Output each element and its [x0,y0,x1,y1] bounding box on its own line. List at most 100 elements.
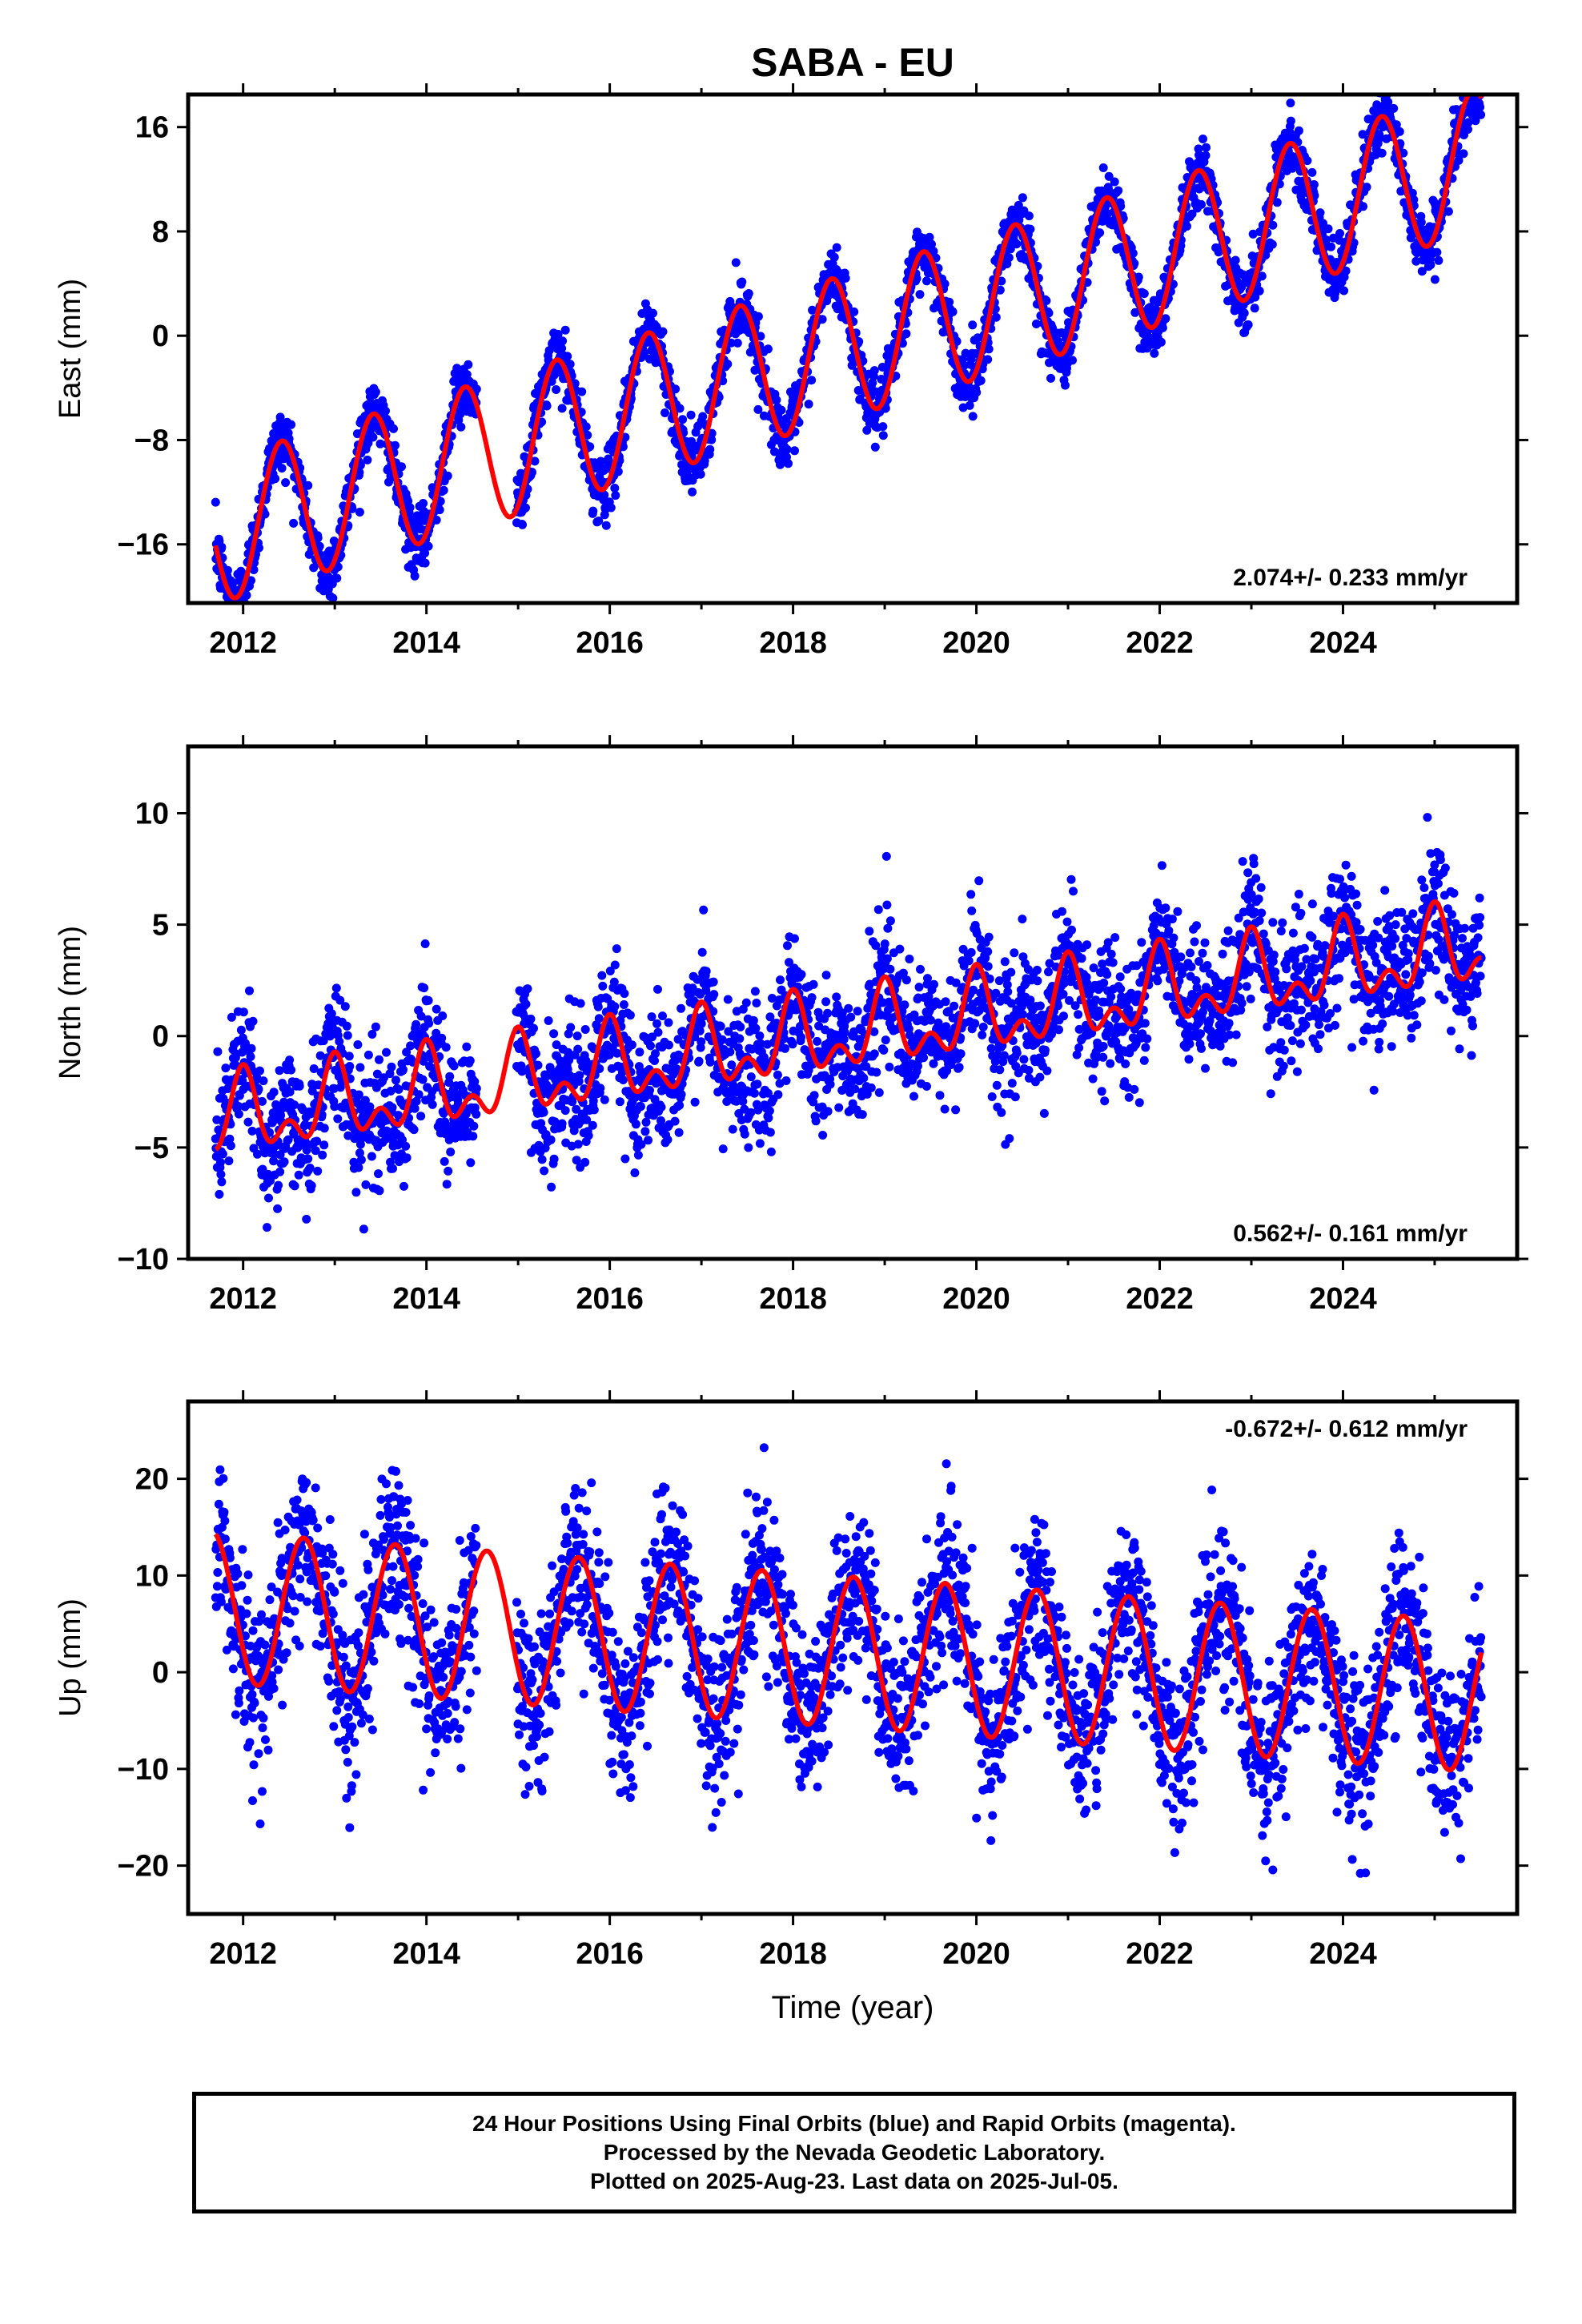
data-point [737,277,747,287]
data-point [355,508,364,517]
data-point [328,593,338,603]
y-tick-label: −16 [118,529,169,562]
data-point [388,1164,397,1173]
data-point [283,1135,293,1144]
data-point [925,232,934,242]
data-point [419,499,428,508]
data-point [849,307,859,316]
x-tick-label: 2014 [392,626,460,660]
data-point [1110,177,1119,187]
data-point [1327,242,1335,251]
data-point [1358,130,1367,139]
data-point [914,983,924,992]
data-point [372,1069,382,1079]
data-point [633,1150,643,1160]
data-point [731,258,741,267]
data-point [701,967,711,976]
data-point [365,1102,375,1112]
data-point [585,442,595,452]
x-tick-label: 2016 [576,626,644,660]
data-point [259,1076,268,1086]
data-point [271,474,280,484]
data-point [746,1072,756,1082]
data-point [581,422,591,432]
data-point [361,1180,371,1189]
data-point [978,1030,987,1039]
data-point [1114,186,1123,195]
data-point [466,1158,476,1168]
data-point [727,1060,737,1070]
data-point [978,1022,988,1031]
data-point [371,1022,380,1031]
data-point [442,1180,452,1189]
data-point [414,1090,424,1100]
data-point [469,1121,479,1131]
data-point [229,605,238,614]
data-point [305,1164,315,1172]
data-point [606,503,616,513]
data-point [449,1061,459,1071]
data-point [922,1082,931,1091]
data-point [223,565,232,575]
data-point [1046,373,1055,383]
data-point [1476,103,1485,112]
data-point [675,1100,685,1110]
data-point [269,1156,279,1166]
data-point [653,1027,663,1037]
data-point [984,344,994,354]
data-point [285,1088,295,1096]
data-point [645,1086,654,1095]
data-point [1459,149,1468,159]
data-point [869,366,879,376]
data-point [537,1155,547,1164]
data-point [965,400,974,410]
data-point [740,1129,749,1139]
data-point [213,1047,223,1056]
data-point [315,1051,325,1060]
data-point [967,906,977,915]
data-point [437,1033,447,1043]
data-point [234,1109,243,1119]
data-point [817,315,827,324]
y-tick-label: 0 [152,320,169,353]
data-point [878,422,888,432]
data-point [874,1088,884,1097]
data-point [532,1049,540,1059]
data-point [686,410,696,420]
data-point [462,1042,472,1051]
data-point [1104,171,1114,181]
data-point [547,1182,556,1192]
data-point [926,1015,935,1025]
data-point [970,1019,980,1028]
data-point [948,307,958,316]
data-point [225,1134,235,1144]
data-point [612,944,621,954]
north-observed-points [211,813,1486,1234]
data-point [627,1040,636,1050]
data-point [424,995,433,1005]
data-point [355,1148,364,1158]
y-tick-label: −8 [135,424,169,457]
data-point [765,1128,775,1137]
data-point [428,1100,437,1109]
data-point [1061,380,1070,390]
data-point [1323,224,1333,234]
data-point [859,1073,869,1083]
data-point [401,1141,411,1151]
data-point [823,1107,833,1116]
data-point [375,1186,384,1196]
data-point [381,406,390,416]
data-point [557,344,567,353]
data-point [1007,205,1017,215]
data-point [577,387,587,396]
data-point [217,542,227,552]
data-point [781,1076,791,1085]
data-point [420,558,430,568]
data-point [912,274,921,283]
data-point [218,1149,227,1159]
data-point [901,329,911,339]
data-point [529,1023,538,1033]
data-point [1243,320,1253,329]
data-point [1261,251,1271,260]
